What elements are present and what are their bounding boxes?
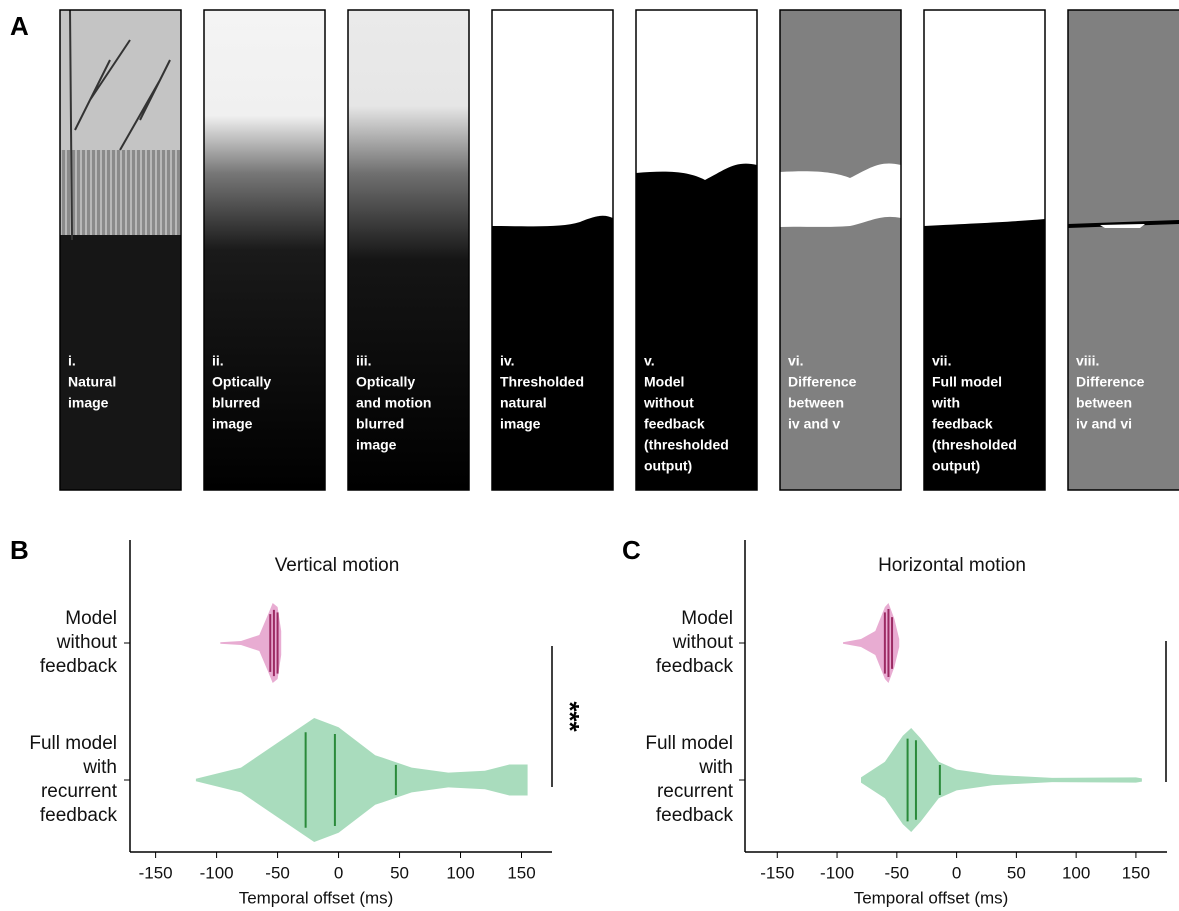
panel-caption: and motion bbox=[356, 395, 431, 411]
x-tick-label: 150 bbox=[1122, 863, 1150, 882]
x-tick-label: -150 bbox=[139, 863, 173, 882]
panel-caption: Full model bbox=[932, 374, 1002, 390]
panel-numeral: iii. bbox=[356, 353, 372, 369]
panel-letter: C bbox=[622, 535, 641, 565]
category-label: without bbox=[672, 632, 734, 653]
panel-numeral: vi. bbox=[788, 353, 804, 369]
panel-caption: (thresholded bbox=[932, 437, 1017, 453]
panel-caption: output) bbox=[644, 458, 692, 474]
panel-numeral: i. bbox=[68, 353, 76, 369]
violin bbox=[220, 603, 281, 683]
panel-caption: Difference bbox=[1076, 374, 1145, 390]
category-label: feedback bbox=[656, 805, 734, 826]
category-label: Full model bbox=[29, 733, 117, 754]
x-tick-label: -150 bbox=[760, 863, 794, 882]
figure: A B Ci. Natural image ii. Optically blurred imag… bbox=[0, 0, 1179, 911]
panel-numeral: v. bbox=[644, 353, 655, 369]
x-tick-label: 0 bbox=[334, 863, 343, 882]
panel-caption: natural bbox=[500, 395, 547, 411]
panel-caption: Thresholded bbox=[500, 374, 584, 390]
panel-caption: Model bbox=[644, 374, 684, 390]
x-tick-label: -50 bbox=[265, 863, 290, 882]
panel-caption: blurred bbox=[356, 416, 404, 432]
category-label: with bbox=[82, 757, 117, 778]
panel-numeral: vii. bbox=[932, 353, 951, 369]
panel-caption: Optically bbox=[212, 374, 271, 390]
panel-numeral: iv. bbox=[500, 353, 515, 369]
category-label: recurrent bbox=[41, 781, 118, 802]
x-tick-label: -100 bbox=[820, 863, 854, 882]
panel-caption: iv and v bbox=[788, 416, 840, 432]
significance-label: *** bbox=[555, 701, 585, 732]
x-tick-label: -100 bbox=[200, 863, 234, 882]
panel-numeral: ii. bbox=[212, 353, 224, 369]
category-label: Full model bbox=[645, 733, 733, 754]
x-axis-label: Temporal offset (ms) bbox=[854, 888, 1009, 907]
panel-caption: with bbox=[931, 395, 960, 411]
panel-caption: iv and vi bbox=[1076, 416, 1132, 432]
panel-i bbox=[60, 10, 181, 490]
panel-caption: between bbox=[1076, 395, 1132, 411]
chart-title: Horizontal motion bbox=[878, 555, 1026, 576]
category-label: feedback bbox=[40, 805, 118, 826]
significance-label: *** bbox=[1169, 696, 1179, 727]
panel-caption: image bbox=[500, 416, 541, 432]
panel-numeral: viii. bbox=[1076, 353, 1099, 369]
category-label: Model bbox=[681, 608, 733, 629]
panel-caption: Natural bbox=[68, 374, 116, 390]
category-label: feedback bbox=[656, 656, 734, 677]
panel-caption: between bbox=[788, 395, 844, 411]
x-tick-label: 100 bbox=[446, 863, 474, 882]
chart-title: Vertical motion bbox=[275, 555, 400, 576]
panel-letter: B bbox=[10, 535, 29, 565]
x-tick-label: 100 bbox=[1062, 863, 1090, 882]
category-label: Model bbox=[65, 608, 117, 629]
panel-caption: image bbox=[68, 395, 109, 411]
panel-caption: feedback bbox=[932, 416, 993, 432]
x-tick-label: -50 bbox=[885, 863, 910, 882]
panel-caption: Difference bbox=[788, 374, 857, 390]
violin bbox=[861, 728, 1142, 832]
panel-caption: feedback bbox=[644, 416, 705, 432]
x-tick-label: 50 bbox=[390, 863, 409, 882]
violin bbox=[843, 603, 899, 683]
panel-caption: (thresholded bbox=[644, 437, 729, 453]
panel-caption: output) bbox=[932, 458, 980, 474]
panel-caption: blurred bbox=[212, 395, 260, 411]
x-tick-label: 150 bbox=[507, 863, 535, 882]
category-label: recurrent bbox=[657, 781, 734, 802]
panel-letter: A bbox=[10, 11, 29, 41]
x-tick-label: 0 bbox=[952, 863, 961, 882]
violin bbox=[196, 718, 528, 842]
category-label: feedback bbox=[40, 656, 118, 677]
category-label: with bbox=[698, 757, 733, 778]
x-axis-label: Temporal offset (ms) bbox=[239, 888, 394, 907]
panel-caption: Optically bbox=[356, 374, 415, 390]
category-label: without bbox=[56, 632, 118, 653]
panel-caption: without bbox=[643, 395, 694, 411]
panel-caption: image bbox=[356, 437, 397, 453]
x-tick-label: 50 bbox=[1007, 863, 1026, 882]
panel-caption: image bbox=[212, 416, 253, 432]
